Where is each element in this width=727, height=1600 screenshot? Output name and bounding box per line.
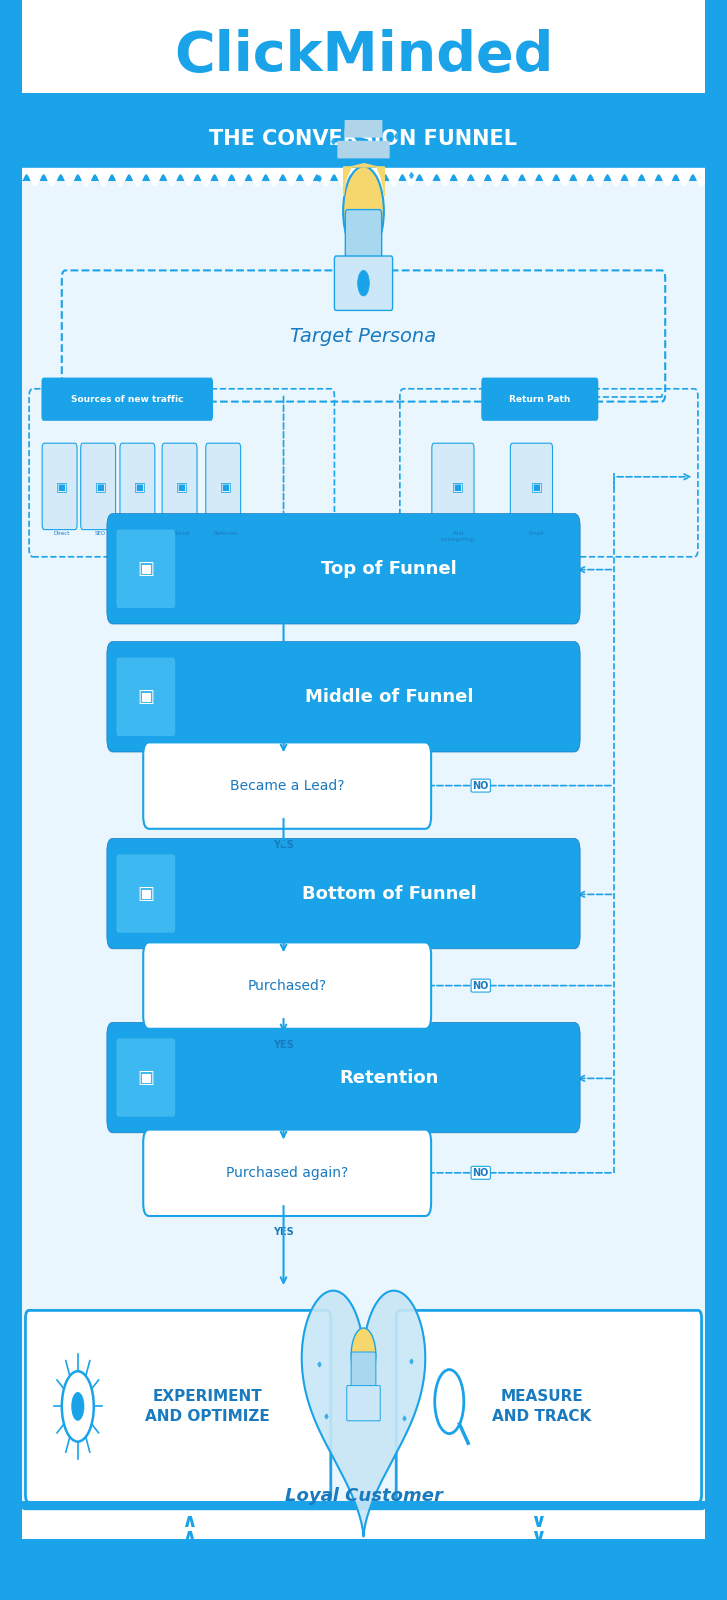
Text: ▣: ▣ xyxy=(56,480,68,493)
FancyBboxPatch shape xyxy=(337,141,390,158)
Text: SEO: SEO xyxy=(95,531,106,536)
Text: YES: YES xyxy=(273,1227,294,1237)
Text: Sources of new traffic: Sources of new traffic xyxy=(71,395,183,405)
FancyBboxPatch shape xyxy=(116,1038,175,1117)
FancyBboxPatch shape xyxy=(143,1130,431,1216)
FancyBboxPatch shape xyxy=(162,443,197,530)
Text: ▣: ▣ xyxy=(95,480,106,493)
Text: Purchased again?: Purchased again? xyxy=(226,1166,348,1179)
FancyBboxPatch shape xyxy=(347,1386,380,1421)
Text: Paid
(retargeting): Paid (retargeting) xyxy=(441,531,475,542)
Text: ▣: ▣ xyxy=(452,480,464,493)
FancyBboxPatch shape xyxy=(510,443,553,530)
Text: ▣: ▣ xyxy=(137,688,155,706)
Text: ▣: ▣ xyxy=(137,885,155,902)
FancyBboxPatch shape xyxy=(0,0,22,1600)
FancyBboxPatch shape xyxy=(334,256,393,310)
Text: www.clickminded.com: www.clickminded.com xyxy=(294,1562,433,1574)
Text: «: « xyxy=(353,1392,374,1421)
Text: NO: NO xyxy=(473,1168,489,1178)
Text: Social: Social xyxy=(174,531,190,536)
FancyBboxPatch shape xyxy=(107,838,580,949)
Text: ▣: ▣ xyxy=(531,480,542,493)
Text: ▣: ▣ xyxy=(176,480,188,493)
Text: ▣: ▣ xyxy=(137,560,155,578)
Text: Email: Email xyxy=(529,531,545,536)
Text: Middle of Funnel: Middle of Funnel xyxy=(305,688,473,706)
Text: MEASURE
AND TRACK: MEASURE AND TRACK xyxy=(492,1389,591,1424)
Circle shape xyxy=(351,1328,376,1382)
Text: ▣: ▣ xyxy=(134,480,145,493)
Text: NO: NO xyxy=(473,781,489,790)
FancyBboxPatch shape xyxy=(206,443,241,530)
Text: Bottom of Funnel: Bottom of Funnel xyxy=(302,885,476,902)
FancyBboxPatch shape xyxy=(345,210,382,261)
Text: Purchased?: Purchased? xyxy=(248,979,326,992)
Circle shape xyxy=(358,270,369,296)
FancyBboxPatch shape xyxy=(143,942,431,1029)
Circle shape xyxy=(343,166,384,256)
Circle shape xyxy=(71,1392,84,1421)
Polygon shape xyxy=(302,1291,425,1536)
Text: NO: NO xyxy=(473,981,489,990)
FancyBboxPatch shape xyxy=(107,514,580,624)
FancyBboxPatch shape xyxy=(116,658,175,736)
FancyBboxPatch shape xyxy=(120,443,155,530)
FancyBboxPatch shape xyxy=(396,1310,702,1502)
FancyBboxPatch shape xyxy=(41,378,213,421)
FancyBboxPatch shape xyxy=(143,742,431,829)
FancyBboxPatch shape xyxy=(705,0,727,1600)
Text: Paid
(prospecting): Paid (prospecting) xyxy=(121,531,158,542)
Text: ▣: ▣ xyxy=(137,1069,155,1086)
Text: THE CONVERSION FUNNEL: THE CONVERSION FUNNEL xyxy=(209,130,518,149)
Text: ∧: ∧ xyxy=(181,1512,197,1531)
FancyBboxPatch shape xyxy=(345,120,382,138)
Text: Retention: Retention xyxy=(340,1069,438,1086)
Text: EXPERIMENT
AND OPTIMIZE: EXPERIMENT AND OPTIMIZE xyxy=(145,1389,270,1424)
Text: ▣: ▣ xyxy=(220,480,231,493)
Text: Target Persona: Target Persona xyxy=(290,326,437,346)
FancyBboxPatch shape xyxy=(107,1022,580,1133)
FancyBboxPatch shape xyxy=(351,1352,376,1390)
Text: Loyal Customer: Loyal Customer xyxy=(284,1486,443,1506)
FancyBboxPatch shape xyxy=(20,174,707,1509)
Text: Return Path: Return Path xyxy=(509,395,570,405)
FancyBboxPatch shape xyxy=(22,1501,705,1509)
FancyBboxPatch shape xyxy=(0,1539,727,1600)
FancyBboxPatch shape xyxy=(42,443,77,530)
Text: ∨: ∨ xyxy=(530,1512,546,1531)
Text: Top of Funnel: Top of Funnel xyxy=(321,560,457,578)
Text: ∧: ∧ xyxy=(181,1526,197,1546)
FancyBboxPatch shape xyxy=(22,93,705,181)
FancyBboxPatch shape xyxy=(481,378,598,421)
Text: Referrals: Referrals xyxy=(213,531,238,536)
FancyBboxPatch shape xyxy=(116,854,175,933)
FancyBboxPatch shape xyxy=(116,530,175,608)
Text: YES: YES xyxy=(273,1040,294,1050)
Text: ClickMinded: ClickMinded xyxy=(174,29,553,83)
FancyBboxPatch shape xyxy=(81,443,116,530)
FancyBboxPatch shape xyxy=(25,1310,331,1502)
FancyBboxPatch shape xyxy=(432,443,474,530)
Text: Became a Lead?: Became a Lead? xyxy=(230,779,345,792)
Text: YES: YES xyxy=(273,840,294,850)
FancyBboxPatch shape xyxy=(107,642,580,752)
Text: Direct: Direct xyxy=(54,531,70,536)
Text: ∨: ∨ xyxy=(530,1526,546,1546)
